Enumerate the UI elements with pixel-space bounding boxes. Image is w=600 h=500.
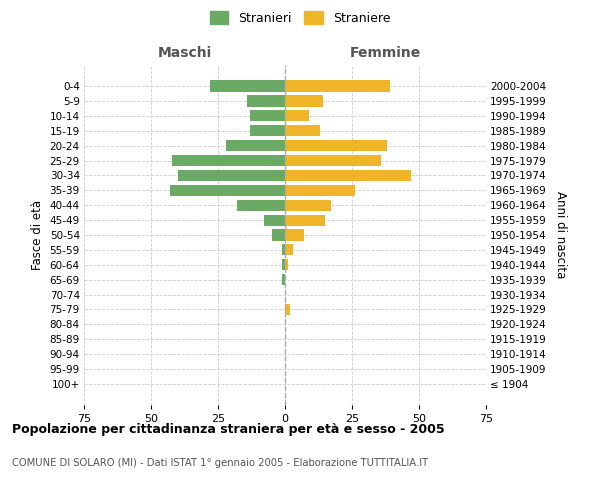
Bar [285,170,411,181]
Legend: Stranieri, Straniere: Stranieri, Straniere [205,6,395,30]
Y-axis label: Fasce di età: Fasce di età [31,200,44,270]
Bar [285,155,382,166]
Bar [285,184,355,196]
Bar [170,184,285,196]
Bar [250,110,285,122]
Text: Femmine: Femmine [350,46,421,60]
Text: Maschi: Maschi [157,46,212,60]
Bar [285,230,304,240]
Bar [247,96,285,106]
Bar [272,230,285,240]
Text: Popolazione per cittadinanza straniera per età e sesso - 2005: Popolazione per cittadinanza straniera p… [12,422,445,436]
Bar [210,80,285,92]
Bar [237,200,285,211]
Bar [285,96,323,106]
Bar [283,244,285,256]
Bar [285,125,320,136]
Bar [283,274,285,285]
Bar [285,304,290,315]
Bar [285,214,325,226]
Y-axis label: Anni di nascita: Anni di nascita [554,192,567,278]
Bar [285,110,309,122]
Text: COMUNE DI SOLARO (MI) - Dati ISTAT 1° gennaio 2005 - Elaborazione TUTTITALIA.IT: COMUNE DI SOLARO (MI) - Dati ISTAT 1° ge… [12,458,428,468]
Bar [285,80,389,92]
Bar [285,140,387,151]
Bar [226,140,285,151]
Bar [283,259,285,270]
Bar [178,170,285,181]
Bar [172,155,285,166]
Bar [285,259,287,270]
Bar [263,214,285,226]
Bar [285,200,331,211]
Bar [285,244,293,256]
Bar [250,125,285,136]
